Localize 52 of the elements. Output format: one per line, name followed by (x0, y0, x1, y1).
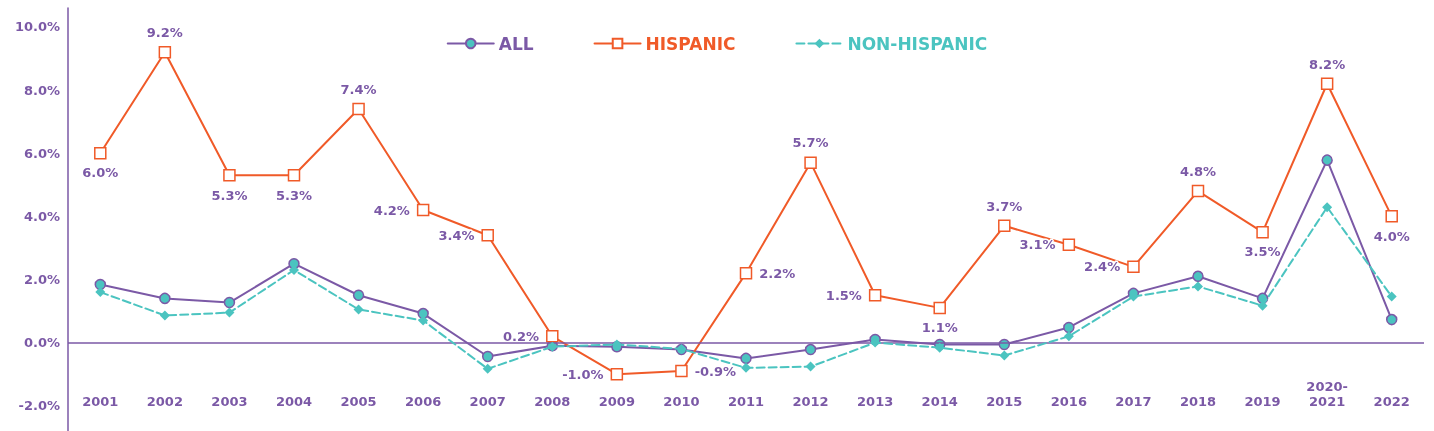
data-label: 1.5% (825, 287, 862, 303)
x-tick-label: 2002 (146, 394, 183, 409)
data-label: 0.2% (502, 328, 540, 344)
data-label: -0.9% (694, 363, 737, 379)
y-tick-label: 10.0% (14, 19, 60, 35)
data-label: -1.0% (562, 366, 604, 382)
data-label: 1.1% (921, 320, 958, 336)
data-label: 5.3% (275, 187, 313, 203)
data-label: 4.2% (373, 202, 410, 218)
x-tick-label: 2015 (986, 394, 1023, 409)
data-label: 3.7% (986, 198, 1023, 214)
x-tick-label: 2013 (857, 394, 894, 409)
x-tick-label: 2007 (469, 394, 506, 409)
x-tick-label: 2006 (405, 394, 442, 409)
data-label: 4.8% (1179, 163, 1217, 179)
legend-label: HISPANIC (645, 33, 736, 54)
data-label: 3.5% (1244, 244, 1281, 260)
data-label: 3.1% (1019, 237, 1056, 253)
y-tick-label: 0.0% (23, 335, 60, 351)
data-label: 6.0% (82, 165, 119, 181)
x-tick-label: 2020- 2021 (1306, 379, 1348, 409)
legend-label: ALL (498, 33, 534, 54)
data-label: 5.3% (211, 187, 248, 203)
data-label: 3.4% (438, 227, 475, 243)
x-tick-label: 2017 (1115, 394, 1152, 409)
data-label: 2.4% (1084, 259, 1121, 275)
y-tick-label: -2.0% (18, 398, 60, 414)
x-tick-label: 2022 (1373, 394, 1410, 409)
x-tick-label: 2008 (534, 394, 571, 409)
x-tick-label: 2009 (598, 394, 635, 409)
data-label: 2.2% (759, 265, 796, 281)
x-tick-label: 2003 (211, 394, 248, 409)
data-label: 7.4% (340, 81, 377, 97)
y-tick-label: 6.0% (23, 145, 60, 161)
x-tick-label: 2016 (1050, 394, 1087, 409)
data-label: 8.2% (1309, 56, 1346, 72)
x-tick-label: 2019 (1244, 394, 1281, 409)
x-tick-label: 2014 (921, 394, 958, 409)
x-tick-label: 2005 (340, 394, 377, 409)
x-tick-label: 2004 (275, 394, 313, 409)
y-tick-label: 8.0% (23, 82, 60, 98)
x-tick-label: 2011 (727, 394, 765, 409)
legend-label: NON-HISPANIC (847, 33, 988, 54)
x-tick-label: 2012 (792, 394, 829, 409)
x-tick-label: 2001 (82, 394, 119, 409)
x-tick-label: 2018 (1179, 394, 1217, 409)
data-label: 5.7% (792, 135, 829, 151)
y-tick-label: 4.0% (23, 208, 60, 224)
data-label: 9.2% (146, 24, 183, 40)
data-label: 4.0% (1373, 228, 1410, 244)
y-tick-label: 2.0% (23, 271, 60, 287)
x-tick-label: 2010 (663, 394, 700, 409)
